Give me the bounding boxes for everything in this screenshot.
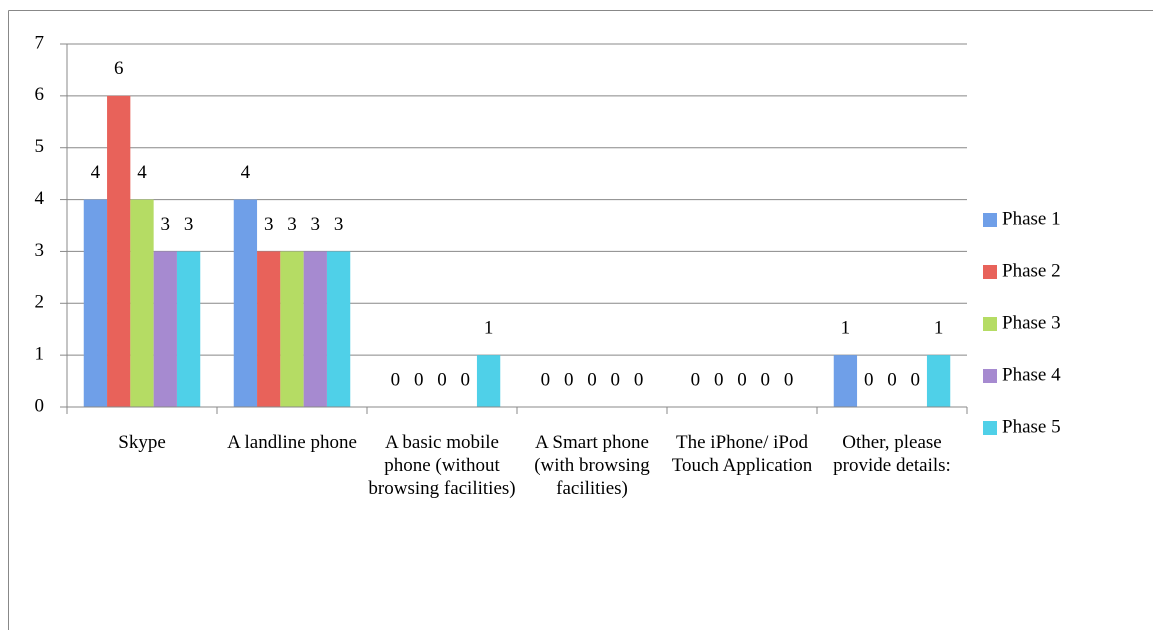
data-label: 0 — [564, 369, 574, 390]
data-label: 1 — [484, 318, 494, 339]
bar — [257, 251, 281, 407]
data-label: 3 — [184, 214, 194, 235]
legend-label: Phase 1 — [1002, 208, 1061, 229]
data-label: 0 — [391, 369, 401, 390]
data-label: 4 — [241, 162, 251, 183]
data-label: 0 — [437, 369, 447, 390]
y-tick-label: 7 — [35, 32, 45, 53]
bar — [130, 199, 154, 407]
data-label: 0 — [461, 369, 471, 390]
x-tick-label: A landline phone — [227, 432, 357, 453]
y-tick-label: 2 — [35, 292, 45, 313]
x-tick-label: The iPhone/ iPod Touch Application — [671, 432, 813, 476]
data-label: 3 — [287, 214, 297, 235]
data-label: 3 — [264, 214, 274, 235]
legend-swatch — [983, 265, 997, 279]
data-label: 0 — [541, 369, 551, 390]
legend-swatch — [983, 369, 997, 383]
x-tick-label: A Smart phone (with browsing facilities) — [534, 432, 650, 499]
y-tick-label: 3 — [35, 240, 45, 261]
data-label: 0 — [691, 369, 701, 390]
data-label: 3 — [334, 214, 344, 235]
bar — [233, 199, 258, 407]
y-tick-label: 1 — [35, 344, 45, 365]
bar — [926, 355, 951, 407]
data-label: 0 — [864, 369, 874, 390]
x-tick-label: A basic mobile phone (without browsing f… — [368, 432, 516, 499]
data-label: 0 — [887, 369, 897, 390]
legend-label: Phase 4 — [1002, 364, 1061, 385]
bar — [326, 251, 351, 407]
x-tick-label: Other, please provide details: — [833, 432, 951, 476]
data-label: 1 — [841, 318, 851, 339]
data-label: 0 — [414, 369, 424, 390]
y-tick-label: 4 — [35, 188, 45, 209]
bar — [833, 355, 858, 407]
data-label: 3 — [311, 214, 321, 235]
data-label: 1 — [934, 318, 944, 339]
legend-label: Phase 5 — [1002, 416, 1061, 437]
bar — [303, 251, 327, 407]
y-tick-label: 5 — [35, 136, 45, 157]
legend-swatch — [983, 421, 997, 435]
x-tick-label: Skype — [118, 432, 166, 453]
data-label: 0 — [714, 369, 724, 390]
data-label: 0 — [761, 369, 771, 390]
bar — [280, 251, 304, 407]
data-label: 4 — [91, 162, 101, 183]
y-tick-label: 0 — [35, 395, 45, 416]
data-label: 3 — [161, 214, 171, 235]
bar — [107, 95, 131, 407]
data-label: 0 — [634, 369, 644, 390]
data-label: 0 — [784, 369, 794, 390]
data-label: 0 — [587, 369, 597, 390]
data-label: 6 — [114, 58, 124, 79]
legend-swatch — [983, 317, 997, 331]
bar — [83, 199, 108, 407]
data-label: 0 — [611, 369, 621, 390]
bar — [176, 251, 201, 407]
y-tick-label: 6 — [35, 84, 45, 105]
data-label: 4 — [137, 162, 147, 183]
bar — [476, 355, 501, 407]
bar — [153, 251, 177, 407]
data-label: 0 — [737, 369, 747, 390]
legend-label: Phase 3 — [1002, 312, 1061, 333]
data-label: 0 — [911, 369, 921, 390]
legend-swatch — [983, 213, 997, 227]
legend-label: Phase 2 — [1002, 260, 1061, 281]
